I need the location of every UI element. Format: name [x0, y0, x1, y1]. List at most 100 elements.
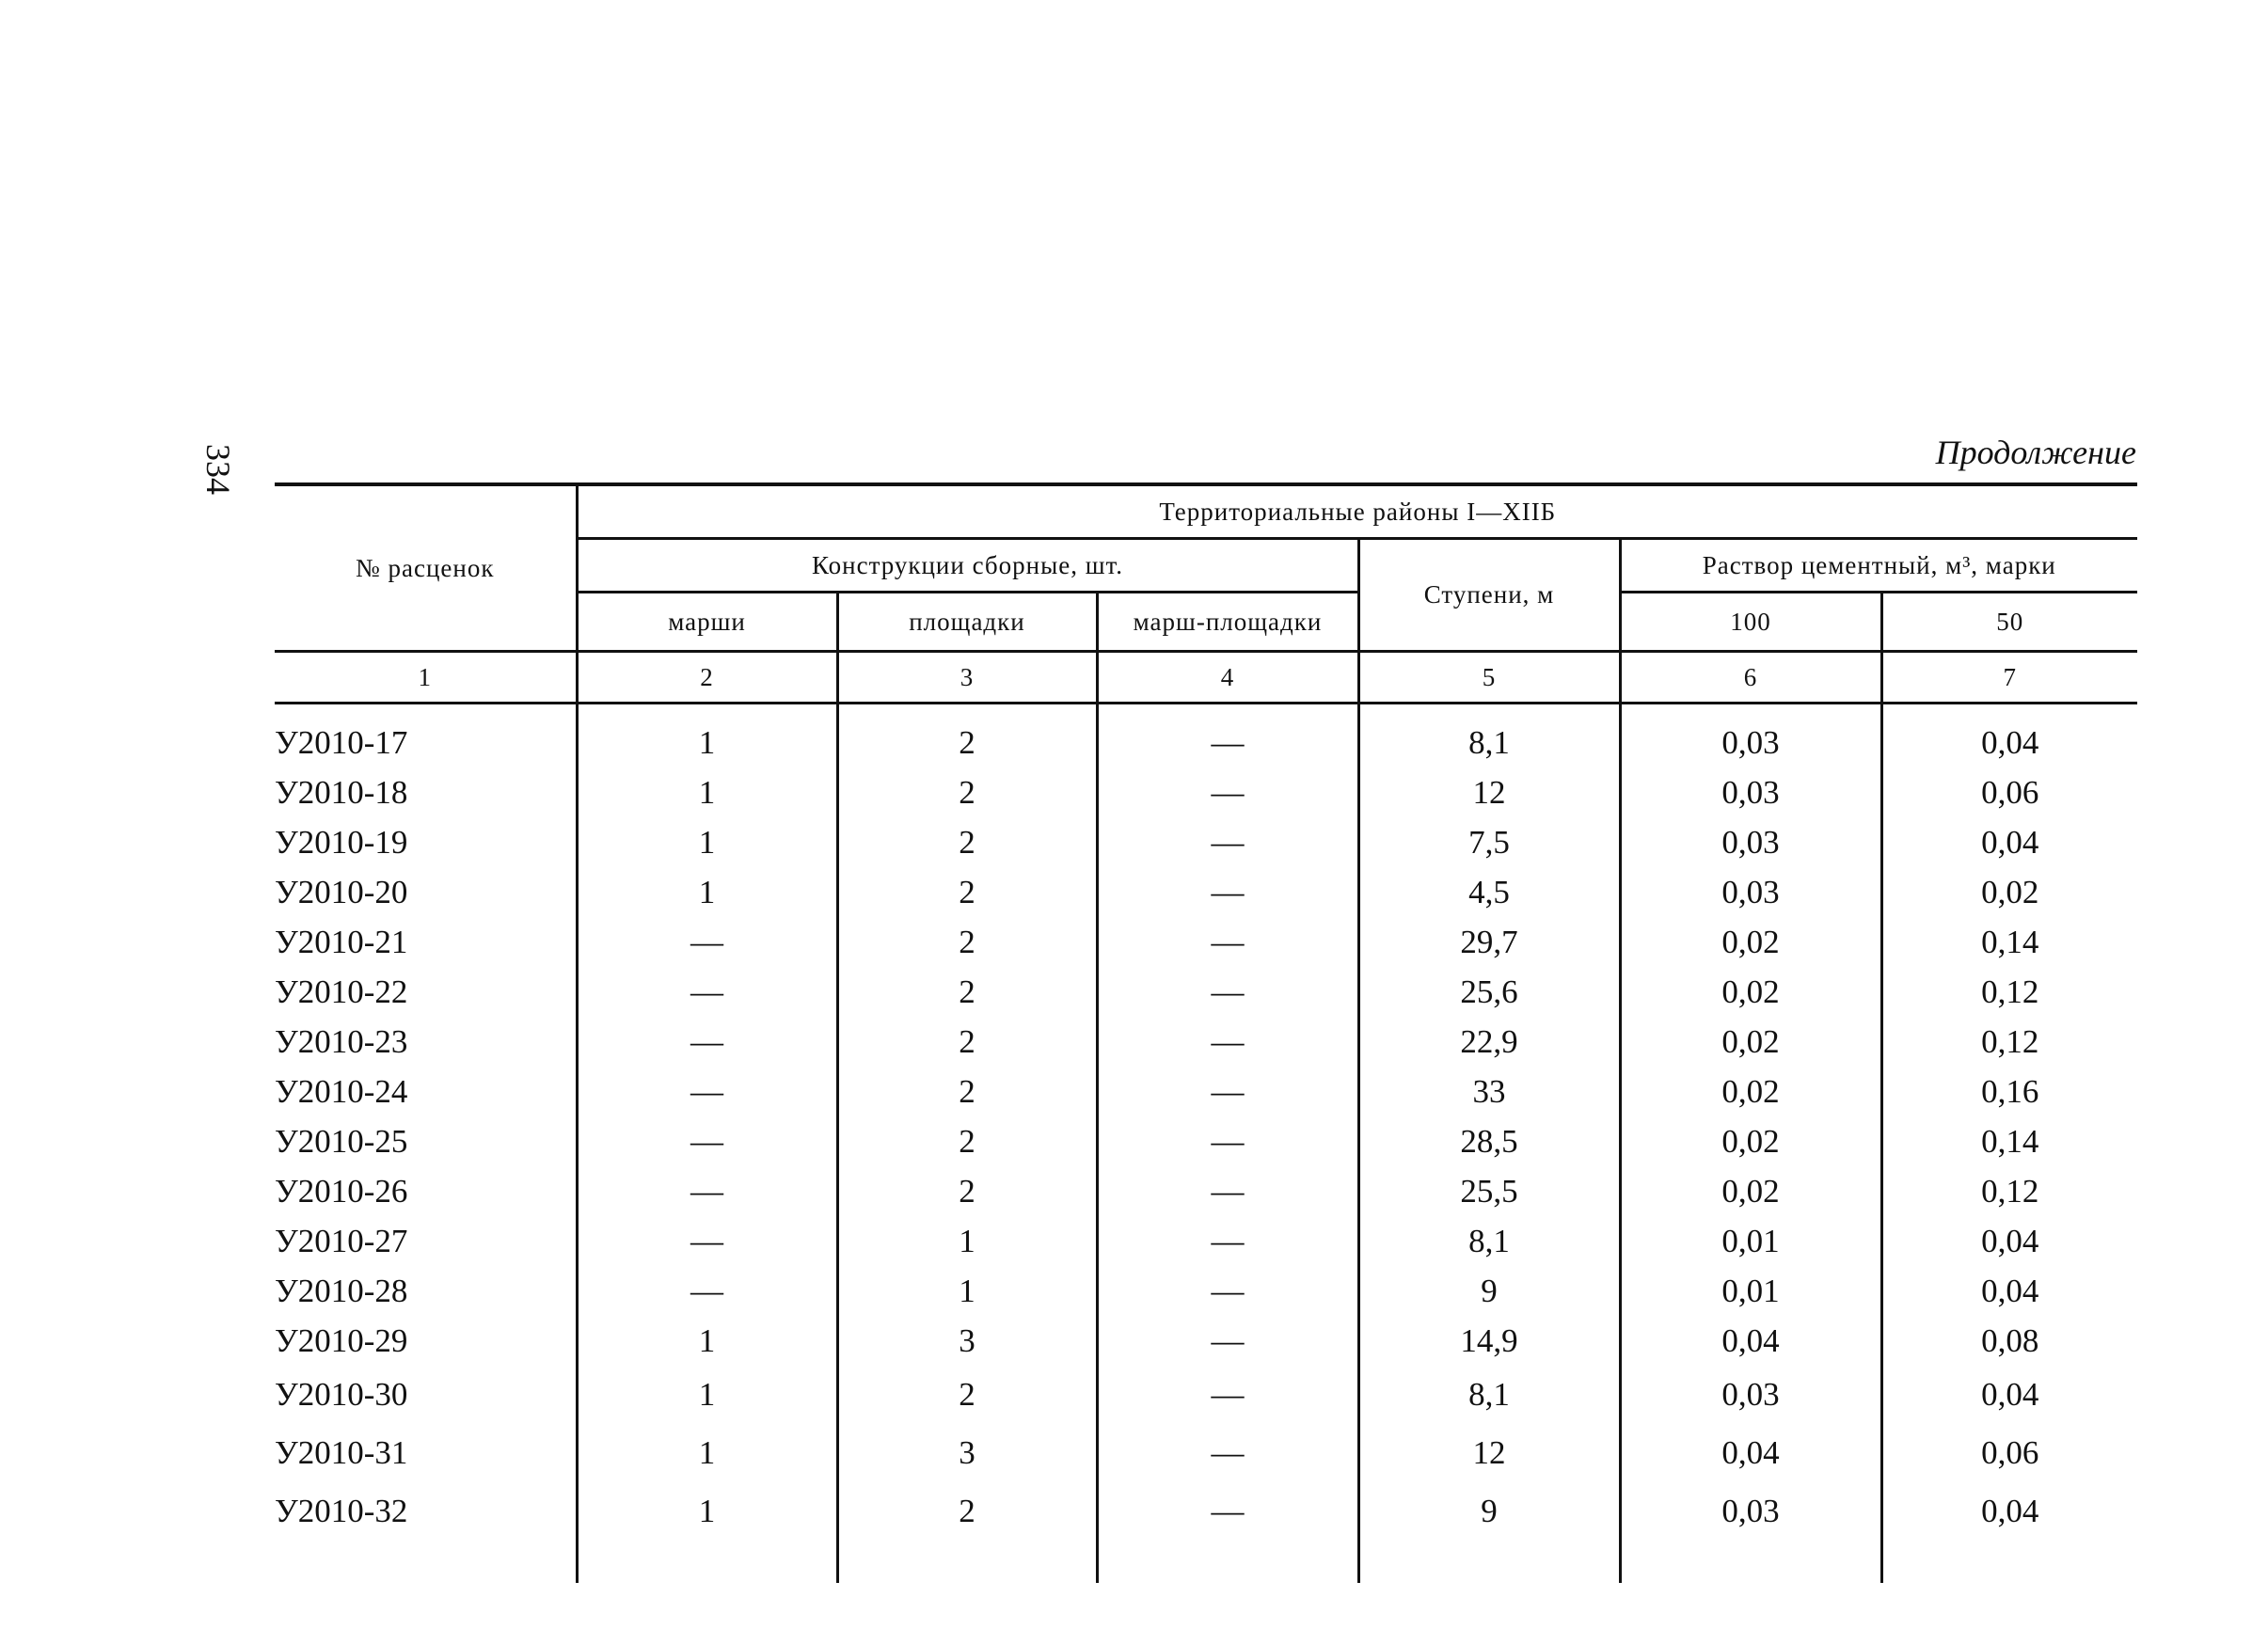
- table-cell: 8,1: [1356, 718, 1620, 767]
- table-cell: 12: [1356, 1424, 1620, 1482]
- header-grade-50: 50: [1879, 592, 2137, 653]
- table-cell: 0,14: [1879, 917, 2137, 967]
- table-cell: 0,04: [1879, 817, 2137, 867]
- header-mortar: Раствор цементный, м³, марки: [1618, 538, 2137, 593]
- header-rate-number: № расценок: [275, 482, 577, 653]
- table-cell: 1: [835, 1266, 1097, 1316]
- table-cell: 0,02: [1618, 1067, 1881, 1116]
- table-cell: 0,04: [1879, 1266, 2137, 1316]
- table-cell: 0,12: [1879, 1017, 2137, 1067]
- table-cell: 0,03: [1618, 718, 1881, 767]
- table-cell: 25,5: [1356, 1166, 1620, 1216]
- table-cell: —: [575, 1166, 837, 1216]
- rate-code: У2010-32: [275, 1493, 408, 1529]
- table-cell: 2: [835, 767, 1097, 817]
- table-cell: 0,02: [1618, 967, 1881, 1017]
- table-cell: 0,14: [1879, 1116, 2137, 1166]
- table-cell: 0,06: [1879, 767, 2137, 817]
- table-row: У2010-26—2—25,5 0,02 0,12: [275, 1166, 2137, 1216]
- table-row: У2010-17 1 2—8,1 0,03 0,04: [275, 718, 2137, 767]
- table-cell: 0,04: [1879, 1482, 2137, 1541]
- column-number: 3: [835, 651, 1097, 704]
- table-row: У2010-18 1 2—12 0,03 0,06: [275, 767, 2137, 817]
- header-steps: Ступени, м: [1356, 538, 1620, 653]
- column-number: 7: [1879, 651, 2137, 704]
- table-cell: 0,03: [1618, 817, 1881, 867]
- table-cell: —: [1095, 1482, 1358, 1541]
- table-cell: 0,08: [1879, 1316, 2137, 1366]
- table-row: У2010-27—1—8,1 0,01 0,04: [275, 1216, 2137, 1266]
- table-cell: —: [1095, 1166, 1358, 1216]
- table-cell: 0,01: [1618, 1266, 1881, 1316]
- table-cell: —: [1095, 1216, 1358, 1266]
- table-cell: —: [1095, 817, 1358, 867]
- table-cell: 2: [835, 967, 1097, 1017]
- table-cell: 4,5: [1356, 867, 1620, 917]
- table-cell: 29,7: [1356, 917, 1620, 967]
- table-row: У2010-25—2—28,5 0,02 0,14: [275, 1116, 2137, 1166]
- table-cell: 0,04: [1879, 1366, 2137, 1424]
- rate-code: У2010-20: [275, 873, 408, 910]
- table-row: У2010-22—2—25,6 0,02 0,12: [275, 967, 2137, 1017]
- table-cell: 0,02: [1618, 1116, 1881, 1166]
- table-cell: 0,04: [1879, 1216, 2137, 1266]
- table-row: У2010-24—2—33 0,02 0,16: [275, 1067, 2137, 1116]
- table-cell: —: [1095, 1067, 1358, 1116]
- table-cell: 1: [575, 1424, 837, 1482]
- table-cell: 33: [1356, 1067, 1620, 1116]
- table-cell: 0,01: [1618, 1216, 1881, 1266]
- table-cell: 12: [1356, 767, 1620, 817]
- table-cell: 2: [835, 1366, 1097, 1424]
- table-cell: 0,02: [1618, 1166, 1881, 1216]
- table-cell: —: [575, 1017, 837, 1067]
- table-row: У2010-31 1 3—12 0,04 0,06: [275, 1424, 2137, 1482]
- table-cell: 2: [835, 718, 1097, 767]
- column-number: 2: [575, 651, 837, 704]
- rate-code: У2010-22: [275, 973, 408, 1010]
- table-cell: 0,02: [1618, 1017, 1881, 1067]
- header-marshi: марши: [575, 592, 837, 653]
- table-cell: 0,12: [1879, 967, 2137, 1017]
- rate-code: У2010-25: [275, 1122, 408, 1160]
- table-row: У2010-32 1 2—9 0,03 0,04: [275, 1482, 2137, 1541]
- table-cell: 1: [575, 817, 837, 867]
- table-cell: 2: [835, 817, 1097, 867]
- table-cell: 9: [1356, 1482, 1620, 1541]
- table-cell: 1: [575, 1366, 837, 1424]
- header-marsh-ploshchadki: марш-площадки: [1095, 592, 1358, 653]
- table-cell: 2: [835, 1482, 1097, 1541]
- header-constructions: Конструкции сборные, шт.: [575, 538, 1358, 593]
- column-number: 6: [1618, 651, 1881, 704]
- table-cell: —: [1095, 1017, 1358, 1067]
- table-cell: 2: [835, 1017, 1097, 1067]
- table-cell: 1: [575, 1482, 837, 1541]
- table-cell: —: [575, 1266, 837, 1316]
- table-row: У2010-28—1—9 0,01 0,04: [275, 1266, 2137, 1316]
- table-cell: 14,9: [1356, 1316, 1620, 1366]
- table-cell: 0,04: [1618, 1424, 1881, 1482]
- table-cell: —: [575, 1216, 837, 1266]
- table-cell: 1: [575, 767, 837, 817]
- rate-code: У2010-29: [275, 1321, 408, 1359]
- table-row: У2010-30 1 2—8,1 0,03 0,04: [275, 1366, 2137, 1424]
- table-cell: 1: [575, 1316, 837, 1366]
- rate-code: У2010-21: [275, 923, 408, 960]
- table-cell: 0,03: [1618, 1482, 1881, 1541]
- table-cell: 0,16: [1879, 1067, 2137, 1116]
- table-cell: —: [1095, 1116, 1358, 1166]
- table-row: У2010-29 1 3—14,9 0,04 0,08: [275, 1316, 2137, 1366]
- table-cell: 25,6: [1356, 967, 1620, 1017]
- table-cell: 2: [835, 917, 1097, 967]
- table-cell: —: [1095, 967, 1358, 1017]
- header-territorial-regions: Территориальные районы I—XIIБ: [575, 482, 2137, 540]
- table-cell: —: [1095, 1266, 1358, 1316]
- table-cell: —: [1095, 1424, 1358, 1482]
- rate-code: У2010-28: [275, 1272, 408, 1309]
- table-cell: 2: [835, 867, 1097, 917]
- table-cell: —: [1095, 867, 1358, 917]
- rates-table: № расценок Территориальные районы I—XIIБ…: [275, 482, 2137, 1583]
- table-cell: 0,04: [1618, 1316, 1881, 1366]
- table-cell: —: [575, 1116, 837, 1166]
